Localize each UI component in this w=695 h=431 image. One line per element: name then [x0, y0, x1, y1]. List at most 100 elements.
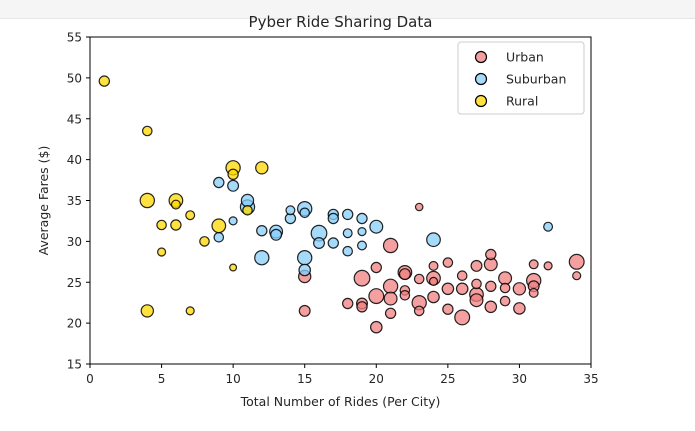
urban-point [384, 307, 397, 319]
urban-point [528, 259, 539, 270]
rural-point [185, 210, 196, 221]
urban-point [442, 257, 454, 268]
suburban-point [298, 263, 311, 277]
urban-point [398, 268, 411, 281]
urban-point [342, 297, 354, 310]
suburban-point [356, 212, 368, 225]
rural-point [199, 236, 210, 247]
suburban-point [426, 232, 441, 248]
urban-point [528, 287, 539, 298]
urban-point [513, 302, 526, 315]
urban-point [413, 305, 425, 317]
suburban-point [285, 205, 296, 216]
urban-point [353, 269, 371, 287]
x-tick-label: 15 [297, 372, 312, 386]
urban-point [572, 271, 582, 281]
legend-label-suburban: Suburban [506, 72, 566, 87]
urban-point [298, 304, 311, 317]
y-tick-label: 40 [67, 153, 82, 167]
rural-point [229, 263, 238, 272]
y-tick-label: 25 [67, 276, 82, 290]
suburban-point [254, 250, 270, 266]
legend-marker-suburban [474, 72, 488, 86]
urban-point [382, 237, 399, 254]
legend-label-urban: Urban [506, 50, 544, 65]
suburban-point [213, 176, 225, 189]
y-tick-label: 20 [67, 317, 82, 331]
rural-point [255, 161, 269, 175]
urban-point [512, 282, 527, 296]
urban-point [568, 253, 585, 270]
urban-point [356, 301, 368, 313]
suburban-point [342, 245, 353, 257]
urban-point [442, 303, 454, 315]
urban-point [499, 282, 511, 294]
rural-point [170, 219, 182, 231]
urban-point [441, 282, 455, 296]
urban-point [456, 270, 468, 281]
urban-point [399, 289, 411, 301]
urban-point [428, 260, 439, 271]
suburban-point [327, 212, 339, 225]
x-tick-label: 5 [158, 372, 166, 386]
x-tick-label: 30 [512, 372, 527, 386]
y-tick-label: 50 [67, 71, 82, 85]
suburban-point [256, 224, 268, 237]
x-tick-label: 20 [369, 372, 384, 386]
suburban-point [227, 179, 240, 192]
x-tick-label: 35 [583, 372, 598, 386]
urban-point [470, 259, 483, 272]
axis-ticks: 0 5 10 15 20 25 30 35 15 20 25 30 35 40 45 50 55 [67, 31, 599, 387]
urban-point [485, 248, 497, 261]
x-tick-label: 10 [226, 372, 241, 386]
rural-point [156, 219, 167, 231]
urban-point [413, 273, 425, 285]
urban-point [498, 271, 513, 286]
rural-point [227, 168, 239, 180]
urban-point [428, 276, 439, 286]
rural-point [185, 306, 195, 316]
suburban-point [240, 193, 255, 208]
suburban-point [357, 240, 368, 251]
window-top-bar [0, 0, 695, 19]
urban-point [499, 295, 511, 307]
suburban-point [342, 208, 354, 221]
suburban-point [228, 216, 238, 226]
y-axis-title: Average Fares ($) [36, 146, 51, 256]
suburban-point [543, 221, 554, 232]
y-tick-label: 15 [67, 358, 82, 372]
rural-point [242, 205, 253, 216]
y-tick-label: 45 [67, 112, 82, 126]
urban-point [455, 282, 469, 296]
rural-point [98, 75, 111, 87]
y-tick-label: 55 [67, 31, 82, 45]
data-marks-layer [98, 75, 585, 334]
legend-marker-rural [474, 94, 488, 108]
y-tick-label: 35 [67, 194, 82, 208]
x-axis-title: Total Number of Rides (Per City) [240, 394, 441, 409]
suburban-point [313, 237, 326, 250]
urban-point [368, 288, 385, 305]
rural-point [140, 304, 154, 318]
rural-point [142, 125, 153, 137]
rural-point [170, 199, 181, 210]
suburban-point [299, 207, 310, 219]
urban-point [383, 291, 398, 306]
urban-point [485, 280, 497, 292]
urban-point [369, 320, 383, 334]
legend-marker-urban [474, 50, 488, 64]
suburban-point [327, 237, 339, 249]
suburban-point [342, 228, 353, 239]
suburban-point [369, 219, 384, 234]
urban-point [543, 261, 553, 271]
rural-point [139, 192, 155, 209]
legend: Urban Suburban Rural [457, 41, 585, 115]
chart-title: Pyber Ride Sharing Data [249, 13, 433, 31]
urban-point [484, 300, 498, 314]
urban-point [471, 278, 482, 290]
rural-point [157, 247, 167, 257]
suburban-point [213, 232, 225, 243]
x-tick-label: 0 [86, 372, 94, 386]
rural-point [211, 218, 227, 234]
